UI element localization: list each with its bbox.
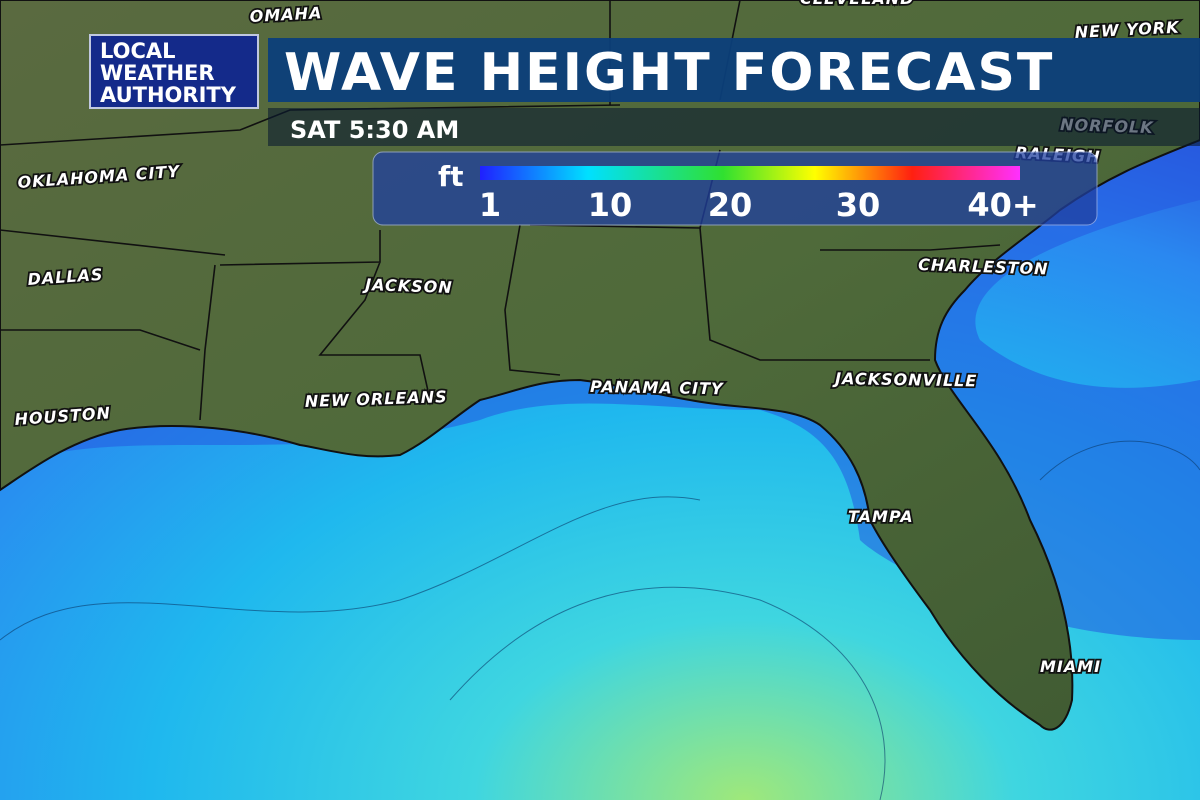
city-label: JACKSONVILLE (832, 369, 977, 391)
city-label: TAMPA (848, 507, 914, 526)
legend-unit: ft (438, 160, 464, 193)
contour (449, 586, 886, 800)
logo-line: LOCAL (100, 39, 176, 63)
title: WAVE HEIGHT FORECAST (284, 43, 1054, 103)
legend-label: 1 (479, 186, 501, 224)
city-label: OMAHA (249, 3, 323, 26)
logo-line: WEATHER (100, 61, 215, 85)
legend-label: 40+ (967, 186, 1038, 224)
legend-label: 20 (708, 186, 753, 224)
logo-line: AUTHORITY (100, 83, 237, 107)
time: SAT 5:30 AM (290, 116, 459, 144)
legend-label: 10 (588, 186, 633, 224)
color-scale (480, 166, 1020, 180)
city-label: MIAMI (1040, 657, 1101, 676)
time-bar (268, 108, 1200, 146)
legend-labels: 1 10 20 30 40+ (479, 186, 1039, 224)
logo (89, 34, 259, 109)
city-label: CLEVELAND (800, 0, 914, 8)
contour (1039, 440, 1200, 481)
city-label: JACKSON (362, 275, 453, 297)
legend-label: 30 (836, 186, 881, 224)
title-bar (268, 38, 1200, 102)
contour (0, 496, 701, 641)
city-label: PANAMA CITY (590, 377, 724, 398)
